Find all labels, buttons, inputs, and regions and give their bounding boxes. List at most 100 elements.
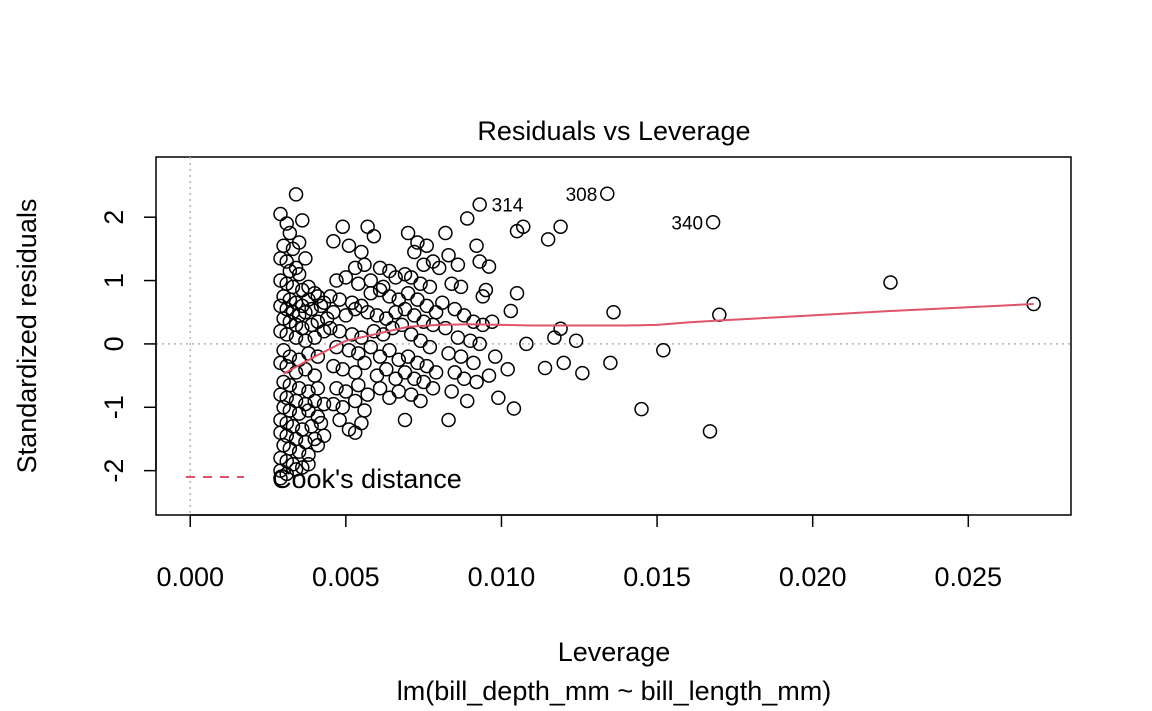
data-point: [288, 431, 304, 447]
data-point: [506, 401, 522, 416]
data-point: [481, 368, 497, 383]
x-axis-sublabel: lm(bill_depth_mm ~ bill_length_mm): [397, 676, 831, 706]
loess-smooth-line: [283, 303, 1034, 375]
data-point: [366, 228, 382, 244]
data-point: [547, 330, 562, 345]
data-point: [295, 422, 310, 437]
data-point: [288, 393, 304, 409]
x-axis: 0.000 0.005 0.010 0.015 0.020 0.025: [156, 514, 1002, 592]
data-point: [326, 396, 341, 412]
data-point: [441, 412, 456, 428]
data-point: [329, 381, 344, 396]
legend: Cook's distance: [186, 464, 462, 494]
data-point: [600, 186, 615, 202]
data-point: [304, 301, 319, 317]
data-point: [416, 257, 431, 272]
data-point: [323, 289, 338, 304]
point-id-label: 308: [566, 185, 598, 206]
data-point: [288, 330, 304, 345]
data-point: [291, 266, 307, 282]
x-tick-label: 0.005: [312, 562, 380, 592]
y-tick-label: -1: [99, 395, 129, 419]
data-point: [466, 355, 481, 371]
data-point: [403, 327, 419, 342]
data-point: [463, 333, 478, 349]
data-point: [459, 211, 475, 226]
data-point: [335, 400, 350, 415]
data-point: [326, 358, 341, 374]
data-point: [484, 314, 500, 329]
data-point: [291, 406, 307, 421]
data-point: [553, 321, 568, 336]
data-point: [472, 197, 487, 212]
data-point: [338, 270, 354, 285]
data-point: [379, 362, 394, 377]
data-point: [575, 365, 590, 381]
data-point: [447, 301, 463, 317]
point-labels-layer: 314 308 340: [492, 185, 703, 235]
data-point: [416, 314, 431, 329]
data-point: [459, 393, 475, 409]
point-id-label: 340: [671, 213, 703, 234]
data-point: [366, 323, 382, 339]
data-point: [519, 336, 534, 352]
data-point: [298, 434, 313, 450]
data-point: [503, 303, 519, 319]
data-point: [407, 371, 422, 387]
data-point: [291, 381, 307, 396]
data-point: [441, 247, 456, 263]
data-point: [316, 396, 332, 412]
data-point: [481, 259, 497, 274]
data-point: [400, 349, 416, 364]
data-point: [347, 425, 363, 440]
data-point: [357, 355, 372, 371]
legend-label: Cook's distance: [272, 464, 462, 494]
data-point: [509, 223, 525, 239]
data-point: [388, 304, 403, 320]
data-point: [444, 384, 459, 399]
data-point: [301, 447, 316, 463]
data-point: [285, 241, 301, 257]
data-point: [456, 371, 472, 387]
data-point: [407, 308, 422, 323]
data-point: [656, 343, 671, 358]
data-point: [438, 320, 453, 336]
data-point: [400, 285, 416, 301]
data-point: [425, 381, 441, 396]
data-point: [313, 298, 329, 314]
data-point: [382, 289, 397, 304]
data-point: [316, 428, 332, 444]
data-point: [279, 327, 294, 342]
data-point: [372, 349, 388, 364]
data-point: [428, 304, 444, 320]
x-tick-label: 0.015: [623, 562, 691, 592]
point-id-label: 314: [492, 196, 524, 217]
data-point: [883, 275, 898, 290]
data-point: [388, 270, 403, 285]
data-point: [298, 251, 313, 266]
data-point: [403, 387, 419, 402]
x-axis-label: Leverage: [558, 637, 671, 667]
data-point: [419, 358, 435, 374]
data-point: [603, 355, 618, 371]
data-point: [307, 330, 322, 345]
data-point: [419, 238, 435, 253]
data-point: [391, 292, 407, 307]
y-tick-label: 1: [99, 273, 129, 288]
data-point: [375, 279, 391, 295]
data-point: [422, 339, 438, 355]
data-point: [391, 352, 407, 368]
data-point: [372, 381, 388, 396]
data-point: [472, 336, 487, 352]
data-point: [360, 219, 375, 234]
data-point: [298, 333, 313, 349]
data-point: [500, 362, 515, 377]
data-point: [466, 314, 481, 329]
data-point: [537, 360, 553, 376]
data-point: [382, 390, 397, 406]
data-point: [273, 470, 288, 486]
data-point: [335, 219, 350, 234]
data-point: [428, 365, 444, 380]
data-point: [444, 276, 459, 291]
data-point: [702, 424, 718, 439]
